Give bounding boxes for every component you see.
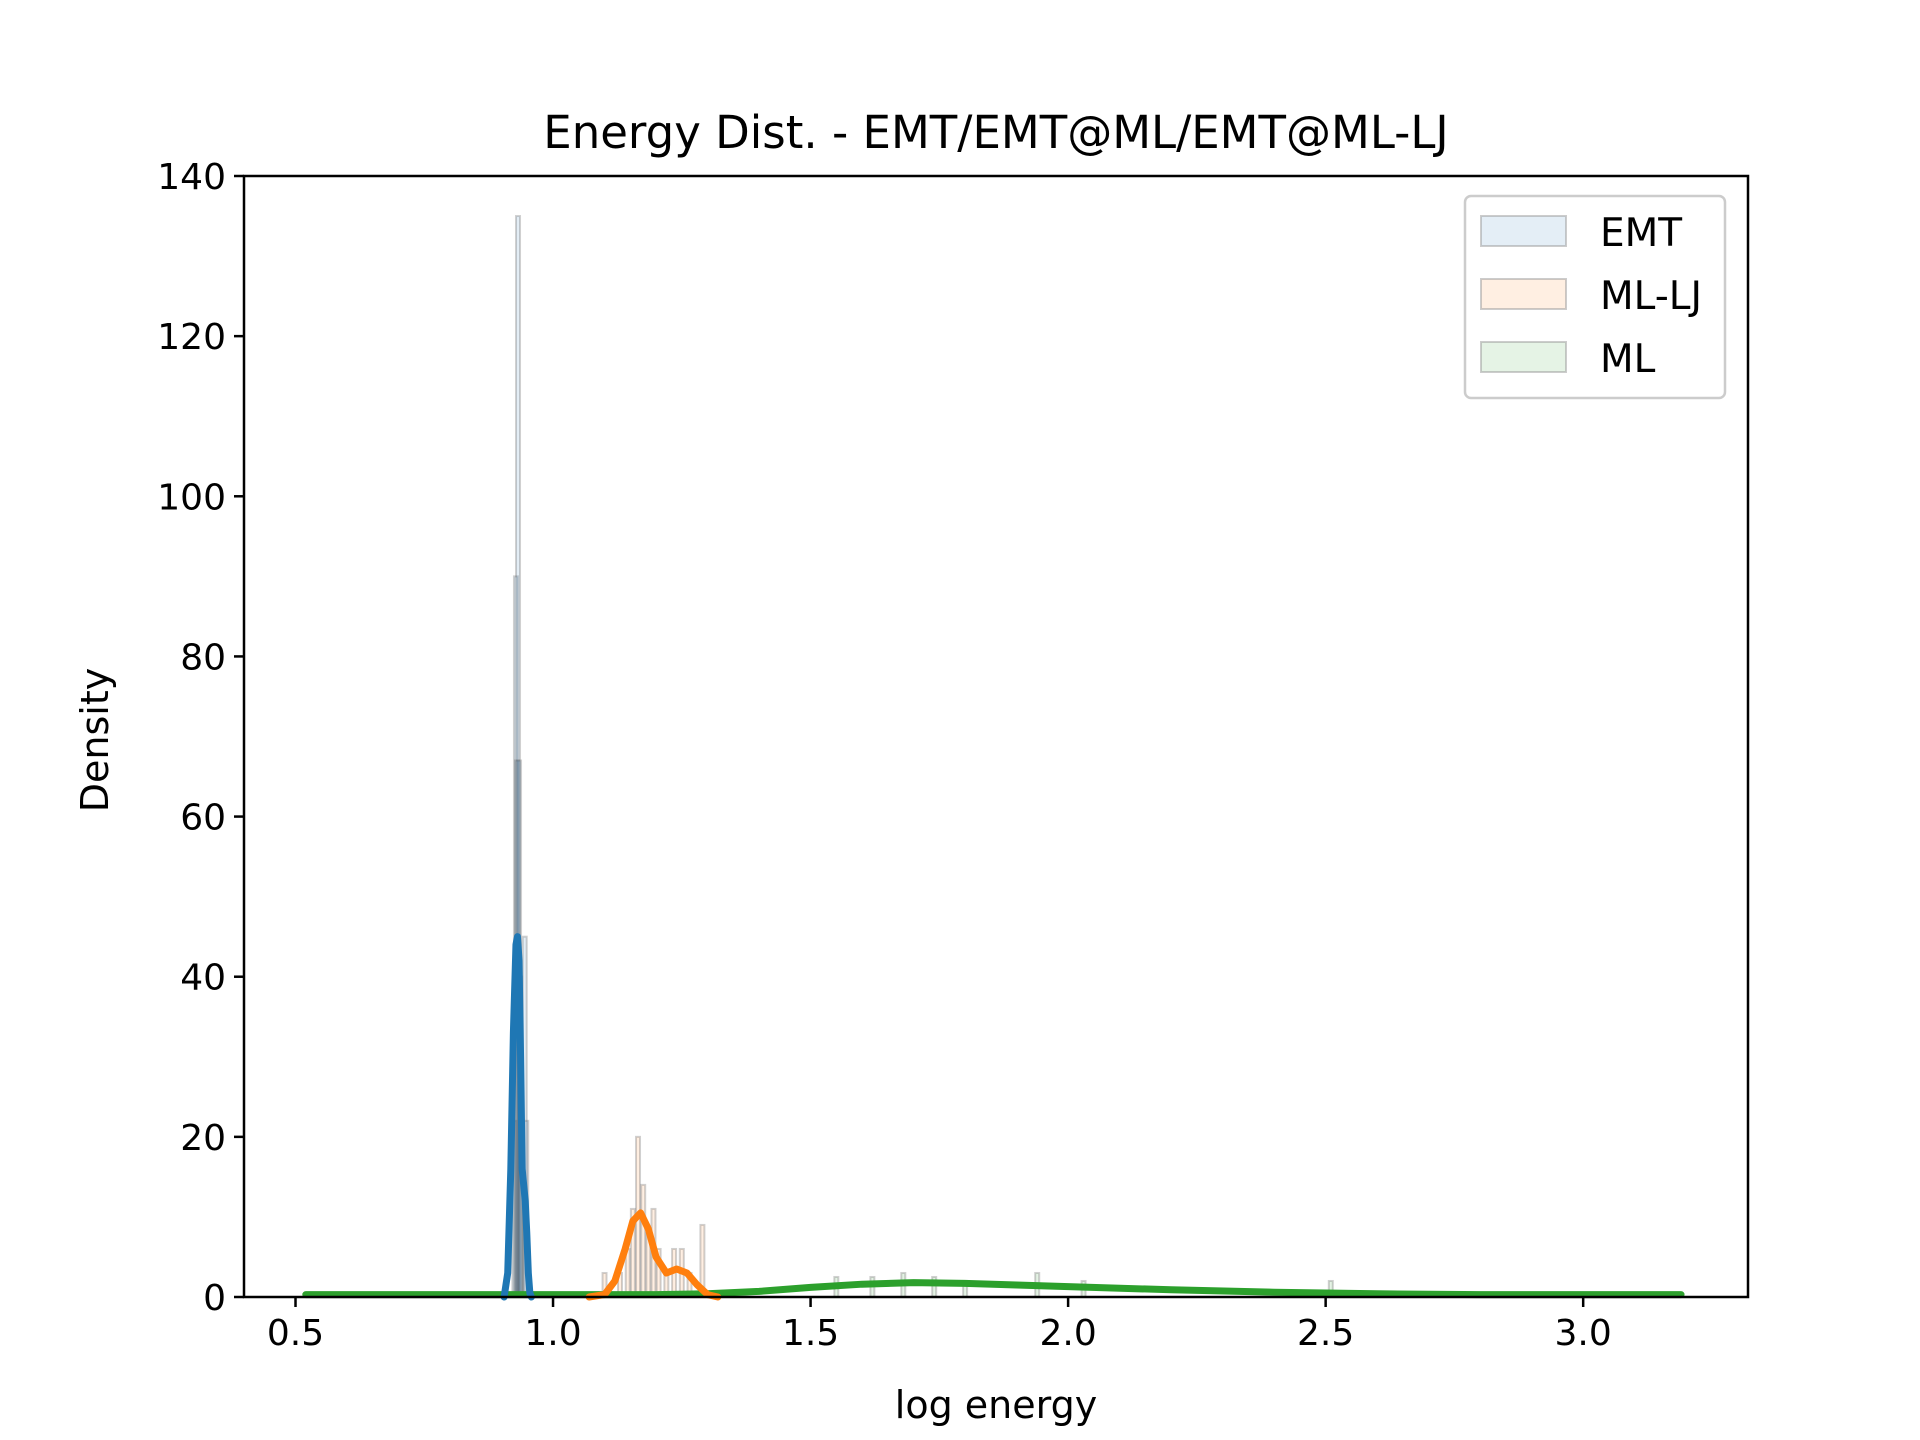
- legend-items: EMT ML-LJ ML: [1480, 211, 1702, 382]
- legend-label-ml-lj: ML-LJ: [1600, 274, 1702, 319]
- hist-bar-ml-lj-5: [640, 1183, 647, 1299]
- y-tick-label: 40: [180, 958, 226, 999]
- legend-label-ml: ML: [1600, 337, 1656, 382]
- x-axis-label: log energy: [895, 1383, 1097, 1427]
- y-tick-label: 140: [157, 157, 226, 198]
- x-tick-label: 1.5: [782, 1313, 839, 1354]
- x-tick-label: 1.0: [524, 1313, 581, 1354]
- legend: EMT ML-LJ ML: [1463, 194, 1727, 400]
- legend-label-emt: EMT: [1600, 211, 1682, 256]
- plot-frame: [242, 174, 1750, 1299]
- chart-title: Energy Dist. - EMT/EMT@ML/EMT@ML-LJ: [543, 106, 1448, 159]
- y-tick-label: 80: [180, 637, 226, 678]
- kde-line-ml-lj: [585, 1209, 722, 1301]
- x-tick-label: 0.5: [267, 1313, 324, 1354]
- y-tick-label: 120: [157, 317, 226, 358]
- kde-layer: [302, 933, 1685, 1301]
- x-tick-label: 2.5: [1297, 1313, 1354, 1354]
- kde-line-ml: [302, 1279, 1685, 1299]
- x-tick-label: 3.0: [1555, 1313, 1612, 1354]
- y-tick-label: 60: [180, 798, 226, 839]
- legend-swatch-ml-lj: [1480, 278, 1567, 310]
- kde-line-emt: [500, 933, 535, 1301]
- legend-swatch-ml: [1480, 341, 1567, 373]
- y-axis-label: Density: [73, 668, 117, 812]
- y-tick-label: 100: [157, 477, 226, 518]
- y-axis: 0 20 40 60 80 100 120 140: [157, 157, 244, 1319]
- y-tick-label: 0: [203, 1278, 226, 1319]
- legend-swatch-emt: [1480, 215, 1567, 247]
- y-tick-label: 20: [180, 1118, 226, 1159]
- x-tick-label: 2.0: [1039, 1313, 1096, 1354]
- x-axis: 0.5 1.0 1.5 2.0 2.5 3.0: [267, 1297, 1612, 1354]
